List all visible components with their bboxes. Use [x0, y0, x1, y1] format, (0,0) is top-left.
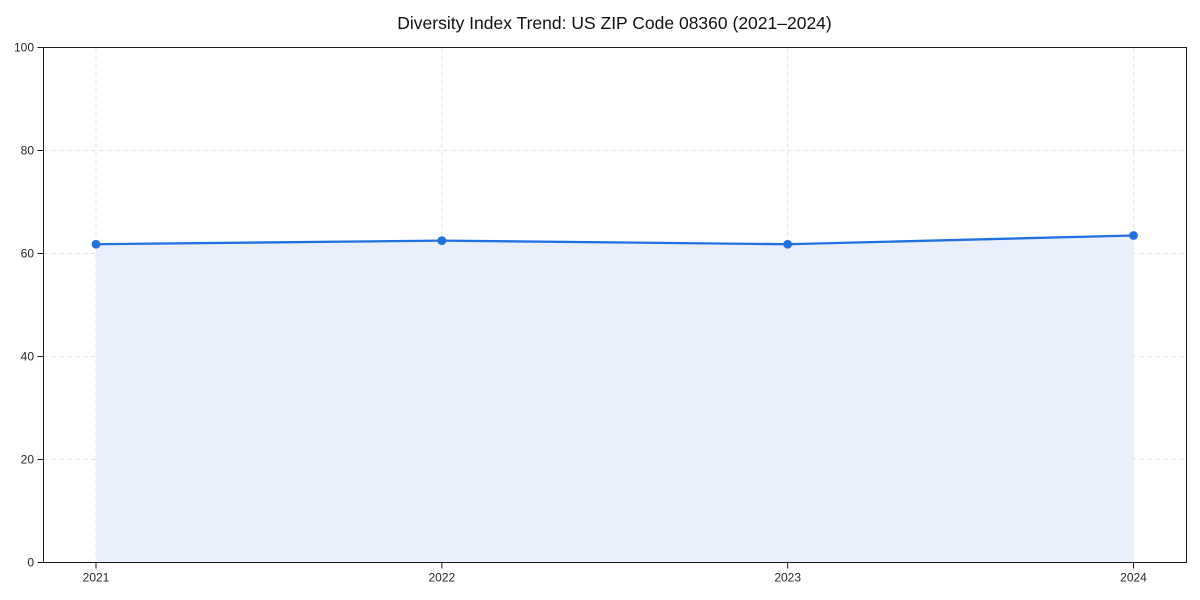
plot-frame — [43, 47, 1187, 563]
chart-title: Diversity Index Trend: US ZIP Code 08360… — [397, 13, 832, 33]
y-tick-label: 0 — [27, 556, 34, 570]
x-tick-label: 2024 — [1120, 571, 1147, 585]
x-tick-label: 2021 — [83, 571, 110, 585]
y-tick-label: 100 — [14, 41, 34, 55]
y-tick-label: 80 — [21, 144, 35, 158]
data-point-2022 — [437, 236, 447, 246]
y-tick-label: 40 — [21, 350, 35, 364]
data-point-2021 — [91, 239, 101, 249]
trend-line — [94, 234, 1135, 246]
plot-area: 0 20 40 60 80 100 2021 2022 2023 2024 — [14, 41, 1187, 585]
y-tick-label: 20 — [21, 453, 35, 467]
area-fill — [96, 235, 1134, 563]
data-point-2024 — [1129, 231, 1138, 240]
y-tick-label: 60 — [21, 247, 35, 261]
x-tick-label: 2022 — [428, 571, 455, 585]
x-tick-label: 2023 — [774, 571, 801, 585]
data-point-2023 — [783, 239, 793, 249]
